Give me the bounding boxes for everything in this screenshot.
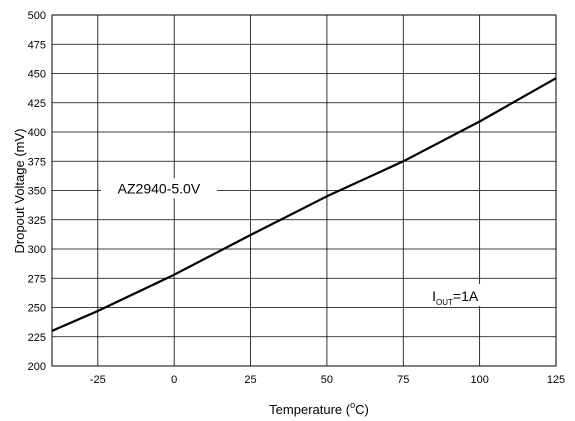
annotation-text: I <box>432 288 436 304</box>
y-tick-label: 300 <box>28 244 46 256</box>
plot-frame <box>51 14 557 367</box>
series-annotation: AZ2940-5.0V <box>118 180 201 196</box>
x-tick-label: 125 <box>547 374 565 386</box>
x-axis-title-sup: o <box>350 400 355 410</box>
y-tick-label: 375 <box>28 156 46 168</box>
x-axis-title-pre: Temperature ( <box>269 402 351 417</box>
y-tick-label: 225 <box>28 332 46 344</box>
annotation-background <box>423 283 488 306</box>
x-tick-label: 100 <box>470 374 488 386</box>
y-tick-label: 400 <box>28 127 46 139</box>
annotation-text: =1A <box>453 288 479 304</box>
y-tick-label: 350 <box>28 186 46 198</box>
annotations: AZ2940-5.0V IOUT=1A <box>100 178 488 307</box>
y-tick-label: 200 <box>28 361 46 373</box>
x-tick-label: 25 <box>244 374 256 386</box>
annotation-background <box>100 178 217 199</box>
y-tick-label: 500 <box>28 10 46 22</box>
condition-annotation: IOUT=1A <box>432 288 479 307</box>
y-tick-label: 250 <box>28 303 46 315</box>
annotation-subscript: OUT <box>436 298 453 307</box>
series-line <box>51 77 557 332</box>
y-tick-label: 275 <box>28 273 46 285</box>
y-tick-label: 475 <box>28 39 46 51</box>
y-axis-title: Dropout Voltage (mV) <box>12 128 27 253</box>
y-tick-label: 325 <box>28 215 46 227</box>
x-tick-label: 0 <box>171 374 177 386</box>
tick-labels: 200225250275300325350375400425450475500-… <box>28 10 566 386</box>
x-tick-label: 50 <box>321 374 333 386</box>
y-tick-label: 425 <box>28 98 46 110</box>
x-axis-title-post: C) <box>355 402 369 417</box>
y-tick-label: 450 <box>28 69 46 81</box>
series-layer <box>51 77 557 332</box>
x-tick-label: 75 <box>397 374 409 386</box>
plot-border <box>51 14 557 367</box>
x-tick-label: -25 <box>90 374 106 386</box>
x-axis-title: Temperature (oC) <box>269 400 369 417</box>
